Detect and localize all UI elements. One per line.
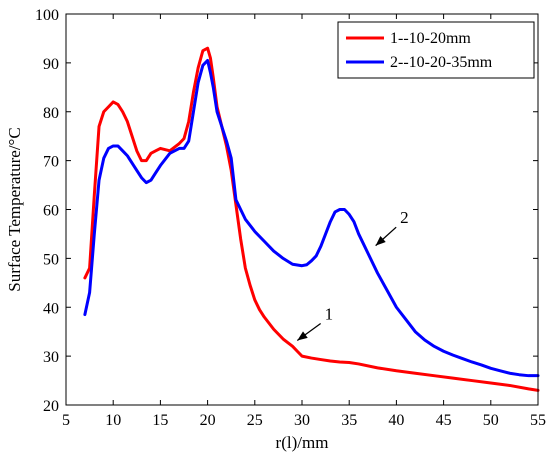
legend-box <box>337 21 535 79</box>
y-tick-label: 60 <box>43 203 59 220</box>
y-tick-label: 80 <box>43 105 59 122</box>
annotation-arrowhead-1 <box>297 331 308 341</box>
x-tick-label: 10 <box>105 412 121 429</box>
y-tick-label: 50 <box>43 251 59 268</box>
x-tick-label: 30 <box>294 412 310 429</box>
x-tick-label: 35 <box>341 412 357 429</box>
y-tick-label: 20 <box>43 398 59 415</box>
x-tick-label: 5 <box>62 412 70 429</box>
series-line-2 <box>83 58 540 378</box>
x-tick-label: 20 <box>200 412 216 429</box>
y-tick-label: 90 <box>43 56 59 73</box>
x-tick-label: 15 <box>152 412 168 429</box>
legend-label-1: 1--10-20mm <box>390 30 471 47</box>
plot-background <box>66 14 538 405</box>
annotation-label-2: 2 <box>400 208 409 227</box>
y-tick-label: 40 <box>43 300 59 317</box>
x-tick-label: 55 <box>530 412 546 429</box>
plot-area <box>66 14 538 405</box>
axis-ticks: 5 10 15 20 25 30 35 40 45 50 55 20 30 40 50 60 70 80 90 100 <box>35 7 546 429</box>
legend-label-2: 2--10-20-35mm <box>390 54 493 71</box>
annotation-label-1: 1 <box>325 304 334 323</box>
x-tick-label: 50 <box>483 412 499 429</box>
y-tick-label: 70 <box>43 154 59 171</box>
annotation-layer: 12 <box>296 208 409 342</box>
legend: 1--10-20mm 2--10-20-35mm <box>337 21 535 79</box>
y-tick-label: 100 <box>35 7 59 24</box>
x-tick-label: 45 <box>436 412 452 429</box>
series-layer <box>83 46 540 392</box>
x-axis-title: r(l)/mm <box>276 433 329 452</box>
y-axis-title: Surface Temperature/°C <box>5 127 24 291</box>
x-tick-label: 25 <box>247 412 263 429</box>
y-tick-label: 30 <box>43 349 59 366</box>
x-tick-label: 40 <box>388 412 404 429</box>
annotation-arrowhead-2 <box>375 236 386 246</box>
